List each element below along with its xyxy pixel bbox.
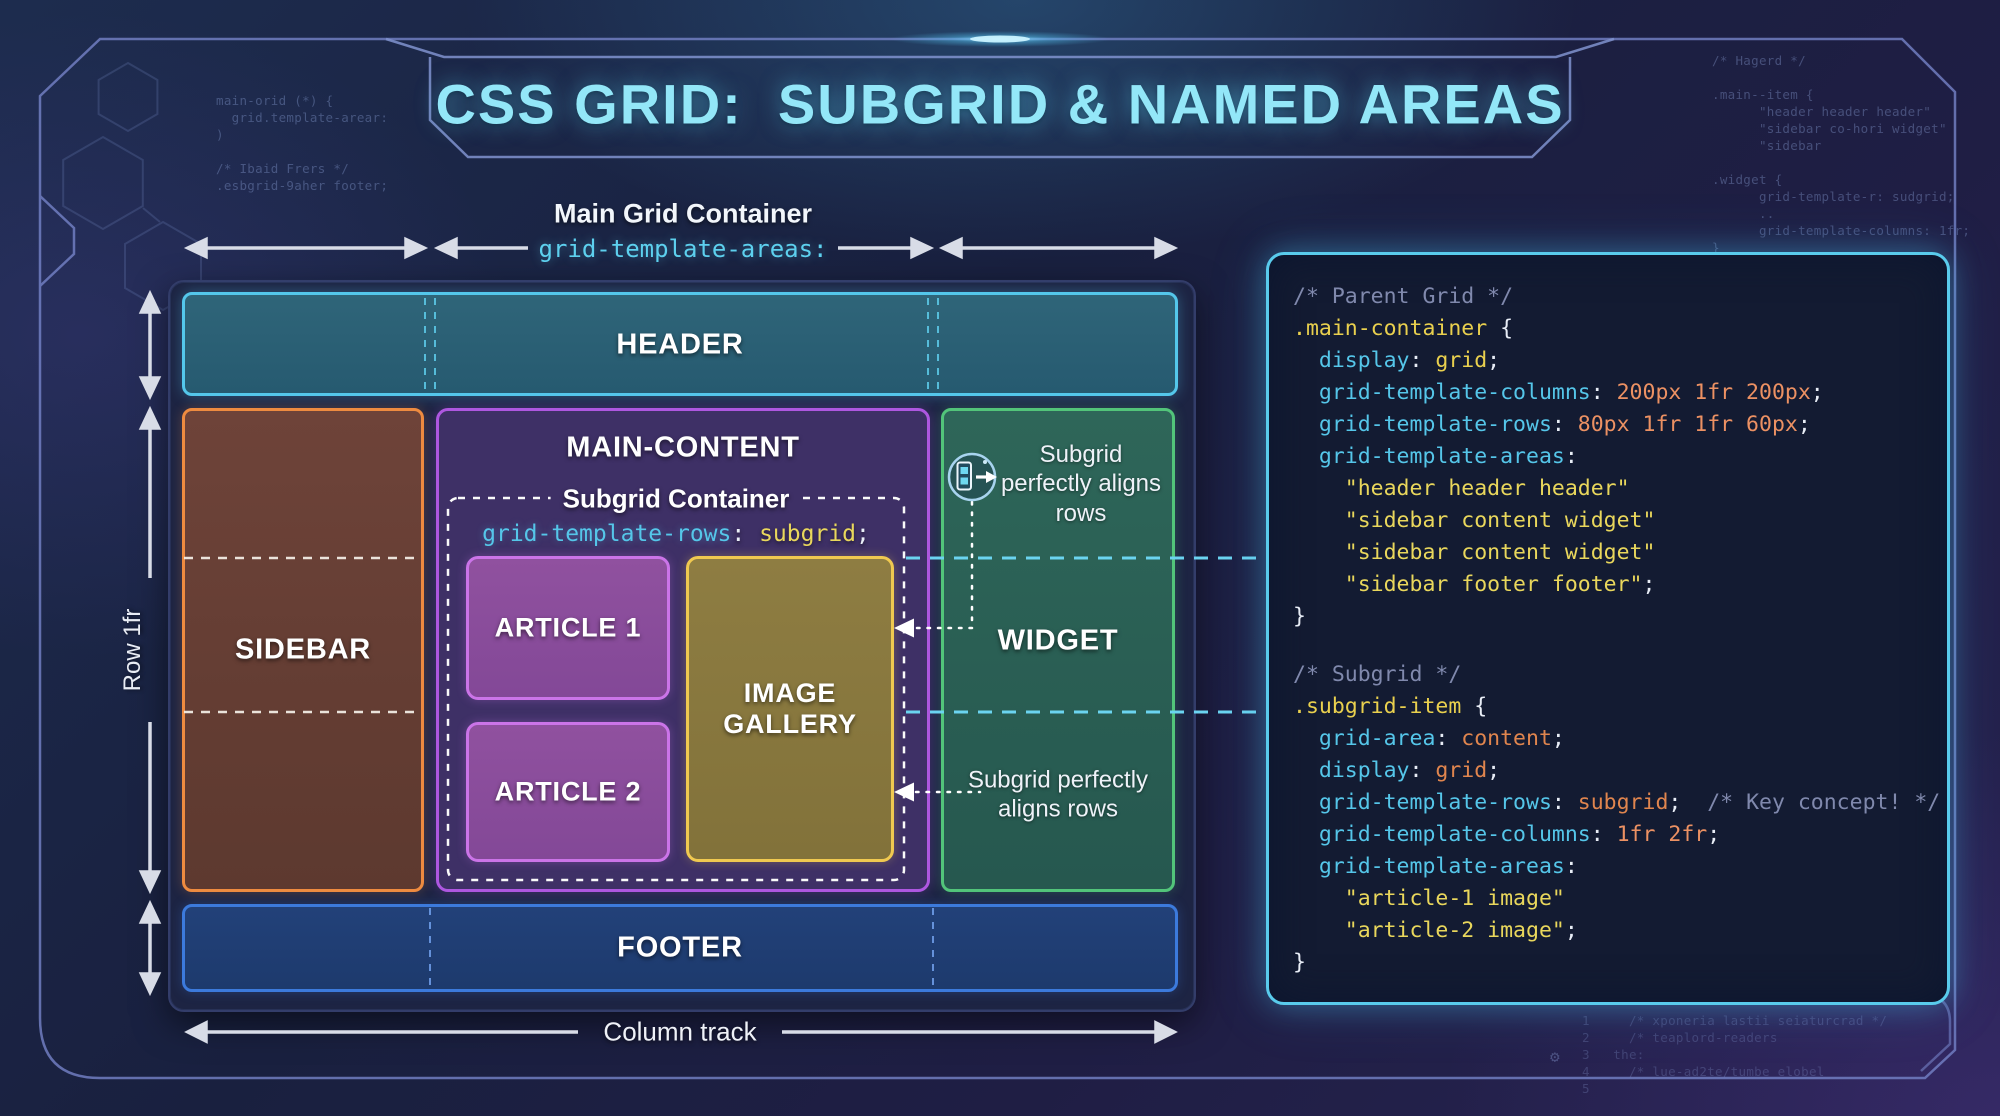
align-callout-bottom <box>894 782 982 802</box>
row-alignment-connectors <box>906 556 1262 714</box>
subgrid-code-block: /* Subgrid */.subgrid-item { grid-area: … <box>1293 662 1941 975</box>
footer-label: FOOTER <box>617 931 743 964</box>
gear-icon: ⚙ <box>1550 1047 1560 1066</box>
main-content-label: MAIN-CONTENT <box>566 431 800 464</box>
decor-code-top-left: main-orid (*) { grid.template-arear:) /*… <box>216 93 389 193</box>
widget-note-bottom: Subgrid perfectly aligns rows <box>967 766 1149 823</box>
grid-area-footer <box>182 904 1178 992</box>
sidebar-row-boundary-dashes <box>184 556 422 714</box>
grid-template-areas-annotation: grid-template-areas: <box>538 235 828 263</box>
row-track-arrows-left <box>138 289 162 997</box>
row-track-label: Row 1fr <box>119 608 146 692</box>
align-callout-top <box>894 500 974 638</box>
header-label: HEADER <box>616 328 744 361</box>
decor-code-bottom-right: 1 /* xponeria lastii seiaturcrad */2 /* … <box>1582 1013 1888 1096</box>
subgrid-area-image-gallery <box>686 556 894 862</box>
subgrid-container-outline <box>446 496 906 882</box>
image-gallery-label: IMAGE GALLERY <box>723 677 857 739</box>
grid-area-header <box>182 292 1178 396</box>
subgrid-area-article-2 <box>466 722 670 862</box>
main-grid-container-label: Main Grid Container <box>553 198 813 229</box>
sidebar-label: SIDEBAR <box>234 633 372 666</box>
article-2-label: ARTICLE 2 <box>494 776 642 807</box>
widget-label: WIDGET <box>997 624 1119 657</box>
subgrid-area-article-1 <box>466 556 670 700</box>
title-badge-upper-line <box>385 37 1615 59</box>
code-panel: /* Parent Grid */.main-container { displ… <box>1266 252 1950 1005</box>
outer-frame-line <box>38 37 1957 1080</box>
code-block-gap <box>1293 633 1933 659</box>
title-badge-outline <box>428 57 1572 159</box>
article-1-label: ARTICLE 1 <box>494 612 642 643</box>
frame-left-notch <box>39 195 76 287</box>
page-title: CSS GRID: SUBGRID & NAMED AREAS <box>435 72 1565 136</box>
grid-area-widget <box>941 408 1175 892</box>
header-column-boundary-dashes <box>424 298 939 392</box>
subgrid-container-code-annotation: grid-template-rows: subgrid; <box>482 521 870 547</box>
subgrid-container-label: Subgrid Container <box>550 483 802 515</box>
widget-note-top: Subgrid perfectly aligns rows <box>1000 441 1162 527</box>
column-track-arrow-bottom <box>184 1020 1178 1044</box>
column-track-arrows-top <box>183 236 1179 260</box>
subgrid-badge-icon <box>947 452 997 502</box>
column-track-label: Column track <box>603 1016 757 1047</box>
parent-grid-code-block: /* Parent Grid */.main-container { displ… <box>1293 284 1824 629</box>
grid-area-sidebar <box>182 408 424 892</box>
